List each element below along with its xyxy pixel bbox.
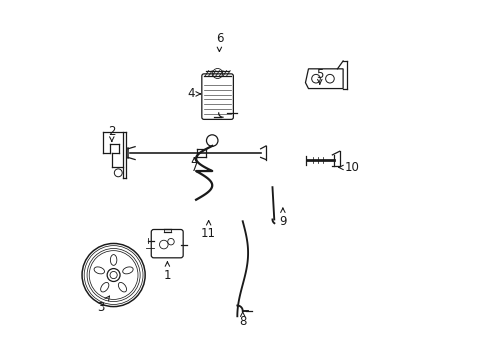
Text: 10: 10 [338, 161, 359, 174]
Text: 7: 7 [190, 158, 198, 174]
Text: 9: 9 [279, 208, 286, 228]
Text: 1: 1 [163, 262, 171, 282]
Text: 3: 3 [97, 296, 109, 314]
Text: 4: 4 [186, 87, 200, 100]
Text: 2: 2 [108, 125, 115, 141]
Text: 6: 6 [215, 32, 223, 51]
Text: 11: 11 [201, 221, 216, 240]
Text: 8: 8 [239, 312, 246, 328]
Text: 5: 5 [315, 68, 323, 84]
